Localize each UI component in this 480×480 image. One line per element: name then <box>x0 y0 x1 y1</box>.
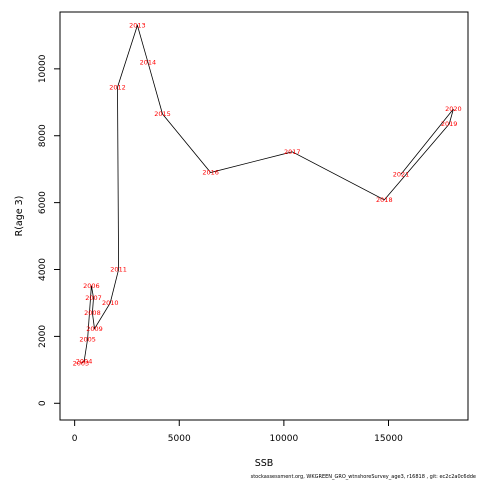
y-tick-label: 6000 <box>38 191 48 214</box>
x-tick-label: 5000 <box>168 434 191 444</box>
y-axis-title: R(age 3) <box>14 196 25 237</box>
y-tick-label: 4000 <box>38 258 48 281</box>
point-label-2012: 2012 <box>109 83 126 91</box>
point-label-2008: 2008 <box>84 309 101 317</box>
point-label-2004: 2004 <box>76 358 93 366</box>
point-label-2010: 2010 <box>102 299 119 307</box>
point-label-2020: 2020 <box>445 105 462 113</box>
point-label-2006: 2006 <box>83 282 100 290</box>
footer-text: stockassessment.org, WKGREEN_GRO_wtnshor… <box>251 474 476 480</box>
point-label-2021: 2021 <box>393 170 410 178</box>
y-axis: 0 2000 4000 6000 8000 10000 <box>38 54 61 406</box>
point-label-2007: 2007 <box>85 294 102 302</box>
x-axis-title: SSB <box>255 458 274 469</box>
plot-frame <box>59 11 469 421</box>
point-label-2003: 2003 <box>73 359 90 367</box>
y-tick-label: 10000 <box>38 54 48 83</box>
point-label-2013: 2013 <box>129 22 146 30</box>
point-label-2017: 2017 <box>284 148 301 156</box>
y-tick-label: 8000 <box>38 124 48 147</box>
point-label-2005: 2005 <box>79 335 96 343</box>
y-tick-label: 0 <box>38 400 48 406</box>
point-label-2016: 2016 <box>202 169 219 177</box>
x-axis: 0 5000 10000 15000 <box>72 419 403 444</box>
series-line <box>80 24 454 364</box>
point-label-2009: 2009 <box>86 325 103 333</box>
x-tick-label: 0 <box>72 434 78 444</box>
point-label-2014: 2014 <box>140 58 157 66</box>
point-label-2019: 2019 <box>441 120 458 128</box>
x-tick-label: 15000 <box>374 434 403 444</box>
point-label-2015: 2015 <box>154 110 171 118</box>
point-label-2018: 2018 <box>376 196 393 204</box>
x-tick-label: 10000 <box>270 434 299 444</box>
y-tick-label: 2000 <box>38 325 48 348</box>
point-label-2011: 2011 <box>110 266 127 274</box>
